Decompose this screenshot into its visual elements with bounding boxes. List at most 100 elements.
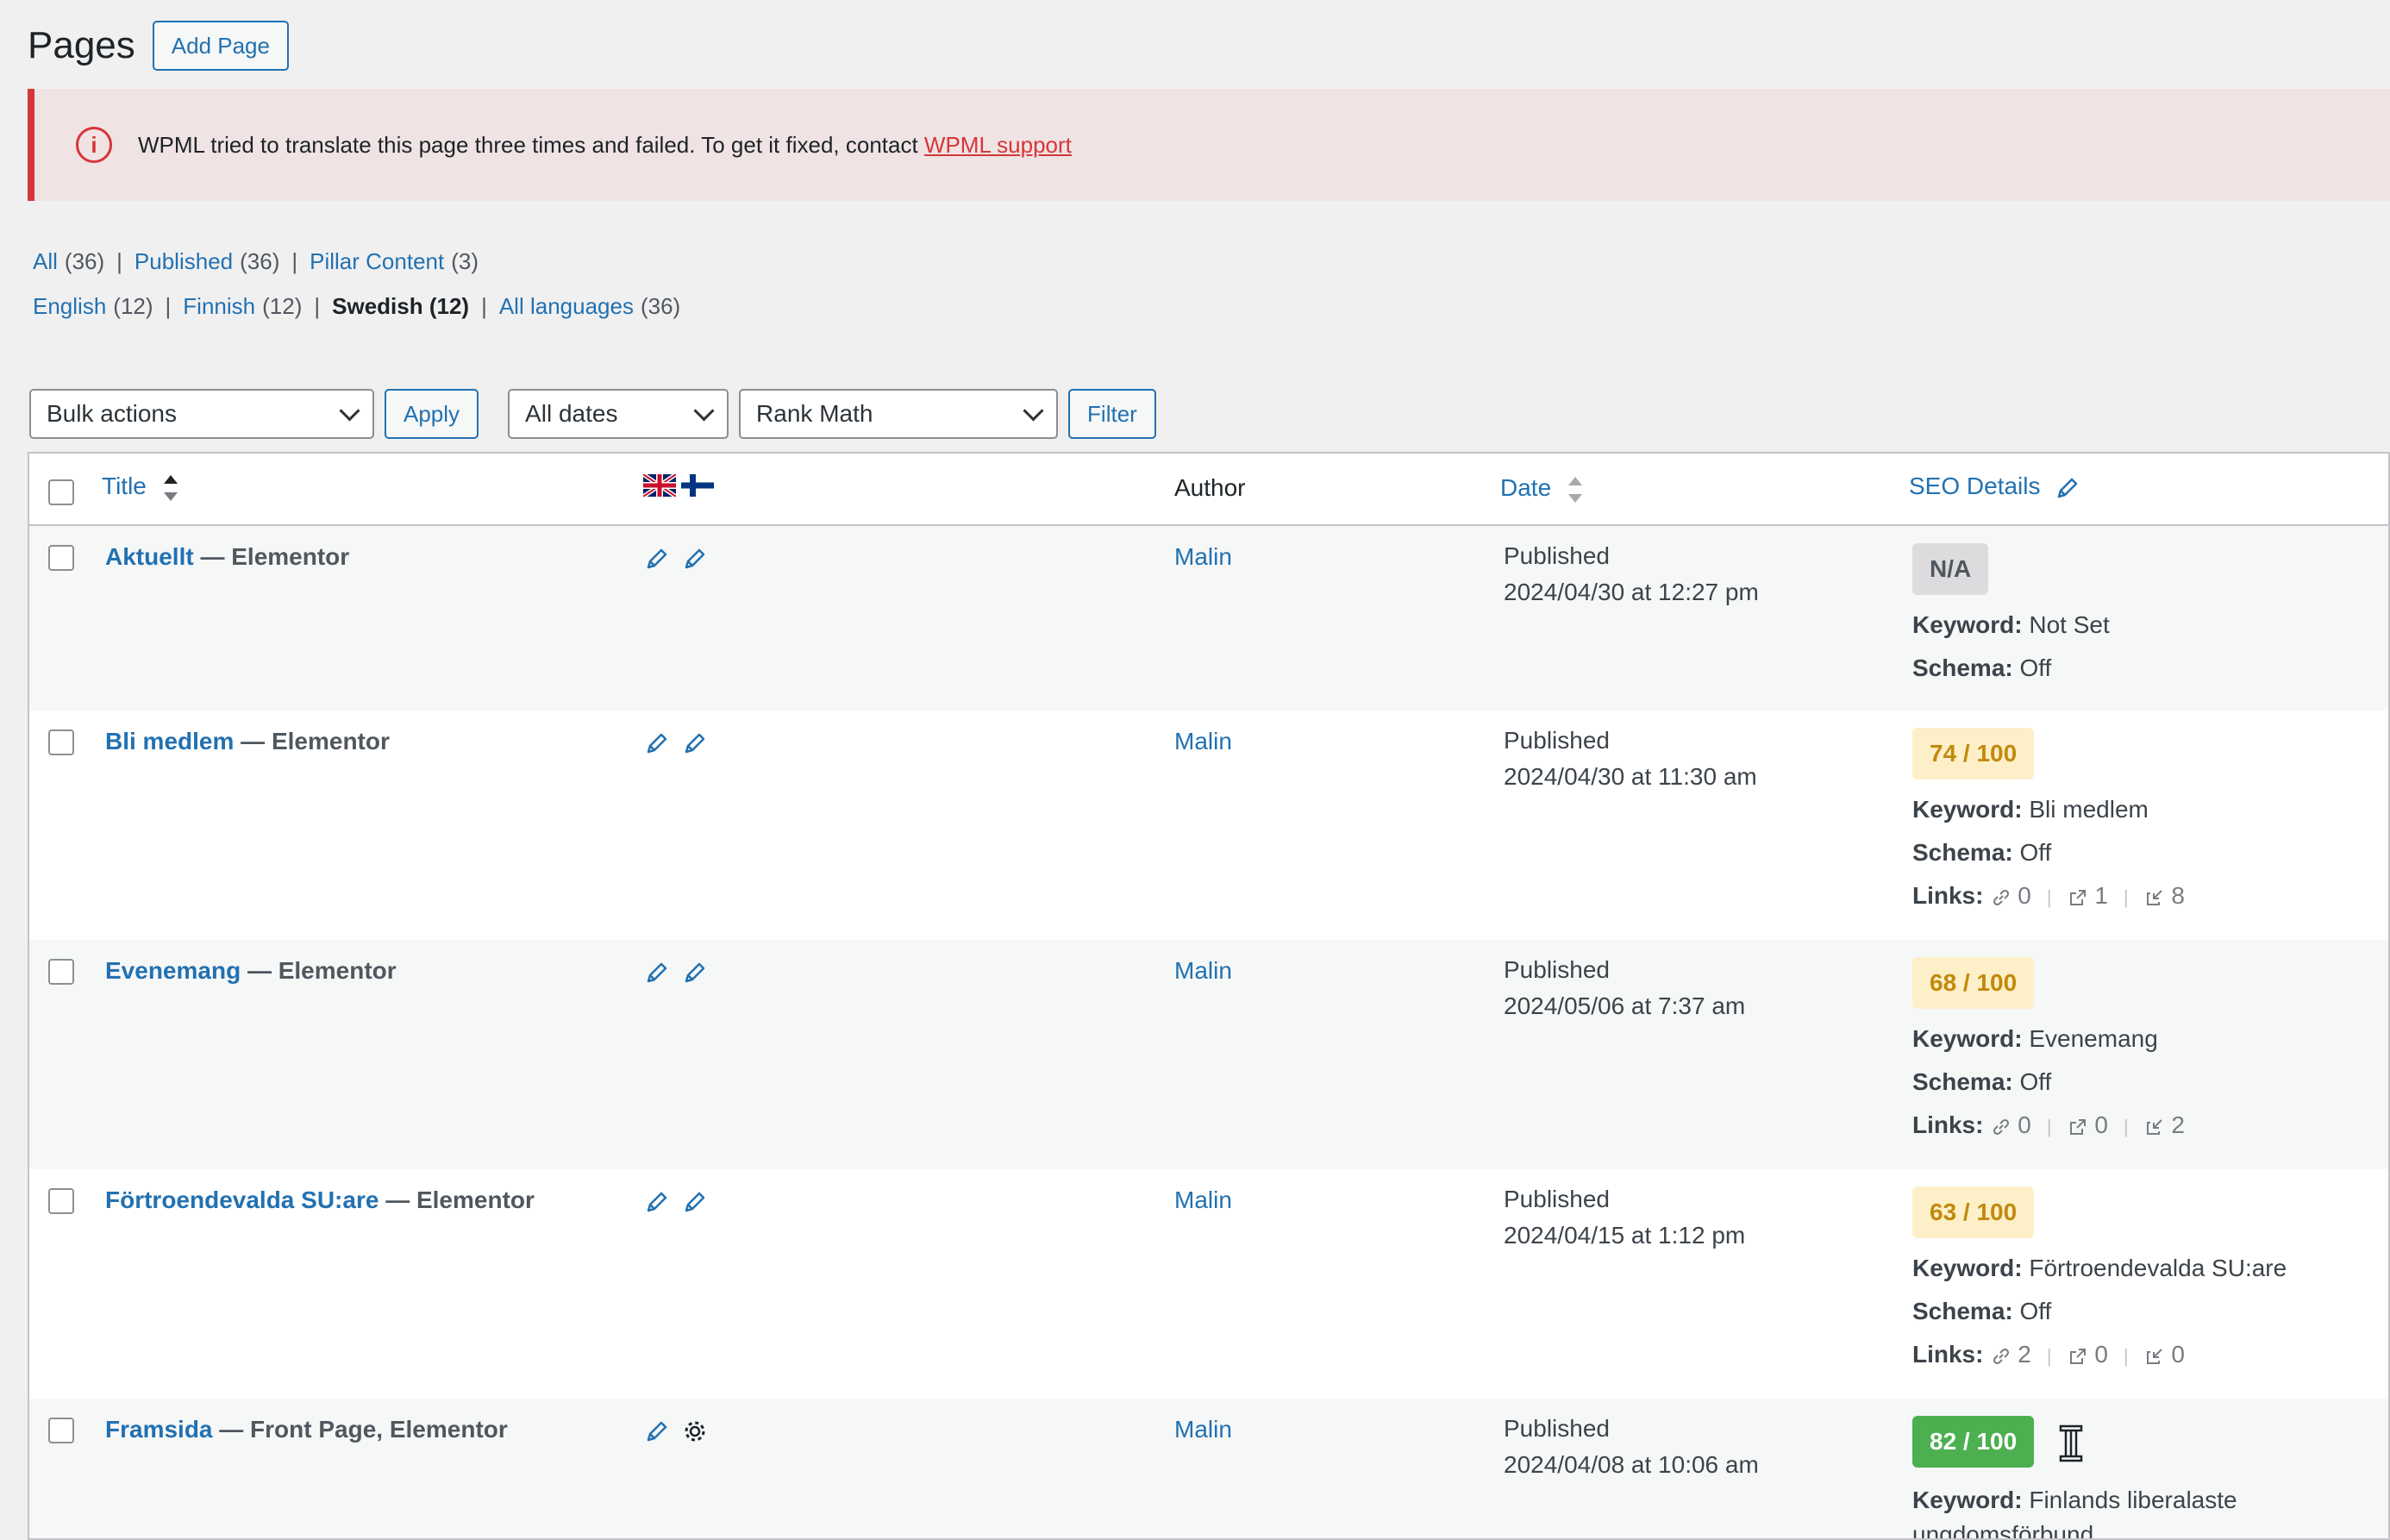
chevron-down-icon [693,399,715,422]
notice-message: WPML tried to translate this page three … [138,132,1072,159]
seo-score-badge: 63 / 100 [1912,1186,2035,1238]
row-author-link[interactable]: Malin [1174,728,1232,754]
edit-translation-pencil-icon[interactable] [645,1190,669,1214]
pencil-icon [2058,478,2078,498]
sort-icon [1567,476,1582,503]
schema-label: Schema: [1912,1068,2013,1095]
pillar-content-icon [2059,1424,2083,1462]
links-label: Links: [1912,882,1984,909]
row-date-value: 2024/04/30 at 11:30 am [1504,763,1757,790]
add-page-button[interactable]: Add Page [152,21,289,71]
row-checkbox[interactable] [48,545,74,571]
schema-value: Off [2019,1068,2052,1095]
row-title: Aktuellt — Elementor [105,543,349,571]
dates-select[interactable]: All dates [508,389,729,439]
row-date: Published 2024/05/06 at 7:37 am [1504,952,1745,1024]
seo-filter-select[interactable]: Rank Math [739,389,1059,439]
row-checkbox[interactable] [48,959,74,985]
external-links-count: 1 [2094,882,2108,909]
schema-label: Schema: [1912,654,2013,681]
column-seo-header[interactable]: SEO Details [1909,473,2080,500]
links-summary: Links: 2 | 0 | 0 [1912,1341,2185,1368]
edit-translation-pencil-icon[interactable] [683,1190,707,1214]
row-title: Förtroendevalda SU:are — Elementor [105,1186,535,1214]
sort-icon [163,474,178,501]
row-date: Published 2024/04/15 at 1:12 pm [1504,1181,1745,1254]
select-all-checkbox[interactable] [48,479,74,505]
row-title: Framsida — Front Page, Elementor [105,1416,508,1443]
apply-button[interactable]: Apply [385,389,479,439]
bulk-actions-value: Bulk actions [47,400,177,427]
table-row: Framsida — Front Page, Elementor Malin P… [29,1399,2388,1538]
external-link-icon [2070,1348,2087,1364]
keyword-value: Not Set [2029,611,2110,638]
internal-links-count: 2 [2018,1341,2031,1368]
column-date-header[interactable]: Date [1500,474,1582,503]
edit-translation-pencil-icon[interactable] [645,547,669,571]
internal-links-count: 0 [2018,1111,2031,1138]
edit-translation-pencil-icon[interactable] [683,961,707,985]
row-seo: N/A Keyword: Not Set Schema: Off [1912,543,2110,683]
keyword-value: Bli medlem [2029,796,2149,823]
keyword-value: Förtroendevalda SU:are [2029,1255,2287,1281]
row-title-link[interactable]: Förtroendevalda SU:are [105,1186,379,1213]
keyword-value: Evenemang [2029,1025,2158,1052]
separator: | [291,248,298,274]
bulk-actions-select[interactable]: Bulk actions [29,389,374,439]
edit-translation-pencil-icon[interactable] [645,731,669,755]
row-title: Evenemang — Elementor [105,957,397,985]
row-status: Published [1504,542,1610,569]
row-title-suffix: — Elementor [193,543,350,570]
error-notice: i WPML tried to translate this page thre… [28,89,2390,201]
filter-all[interactable]: All [33,248,58,274]
filter-english[interactable]: English [33,293,107,319]
separator: | [116,248,122,274]
edit-translation-pencil-icon[interactable] [683,731,707,755]
filter-published[interactable]: Published [134,248,234,274]
column-author-header: Author [1174,474,1246,501]
row-checkbox[interactable] [48,1188,74,1214]
incoming-links-count: 0 [2171,1341,2185,1368]
row-checkbox[interactable] [48,729,74,755]
row-date-value: 2024/04/30 at 12:27 pm [1504,579,1759,605]
table-row: Förtroendevalda SU:are — Elementor Malin… [29,1169,2388,1399]
edit-translation-pencil-icon[interactable] [645,961,669,985]
row-author-link[interactable]: Malin [1174,1416,1232,1443]
filter-all-languages[interactable]: All languages [498,293,634,319]
filter-count: (12) [262,293,303,319]
row-title-link[interactable]: Bli medlem [105,728,235,754]
filter-pillar-content[interactable]: Pillar Content [310,248,445,274]
internal-link-icon [1993,1348,2010,1364]
notice-text: WPML tried to translate this page three … [138,131,924,158]
row-date: Published 2024/04/08 at 10:06 am [1504,1411,1759,1483]
edit-translation-pencil-icon[interactable] [645,1419,669,1443]
links-label: Links: [1912,1111,1984,1138]
filter-button[interactable]: Filter [1068,389,1156,439]
row-checkbox[interactable] [48,1418,74,1443]
row-title-link[interactable]: Aktuellt [105,543,194,570]
links-summary: Links: 0 | 1 | 8 [1912,882,2185,909]
keyword-label: Keyword: [1912,796,2023,823]
page-header: Pages Add Page [28,19,289,72]
edit-translation-pencil-icon[interactable] [683,547,707,571]
row-title-suffix: — Elementor [379,1186,535,1213]
internal-link-icon [1993,889,2010,905]
row-title-suffix: — Elementor [234,728,390,754]
row-title-link[interactable]: Evenemang [105,957,241,984]
incoming-link-icon [2147,1348,2163,1364]
wpml-support-link[interactable]: WPML support [923,131,1072,158]
table-row: Aktuellt — Elementor Malin Published 2024… [29,526,2388,711]
row-author-link[interactable]: Malin [1174,543,1232,570]
row-title-link[interactable]: Framsida [105,1416,213,1443]
filter-count: (3) [451,248,479,274]
row-author-link[interactable]: Malin [1174,957,1232,984]
filter-finnish[interactable]: Finnish [183,293,256,319]
table-row: Evenemang — Elementor Malin Published 202… [29,940,2388,1169]
tablenav: Bulk actions Apply All dates Rank Math F… [29,388,1156,440]
uk-flag-icon [643,474,676,497]
table-row: Bli medlem — Elementor Malin Published 20… [29,711,2388,940]
translation-settings-gear-icon[interactable] [683,1419,707,1443]
column-title-header[interactable]: Title [102,473,178,501]
row-author-link[interactable]: Malin [1174,1186,1232,1213]
incoming-links-count: 8 [2171,882,2185,909]
